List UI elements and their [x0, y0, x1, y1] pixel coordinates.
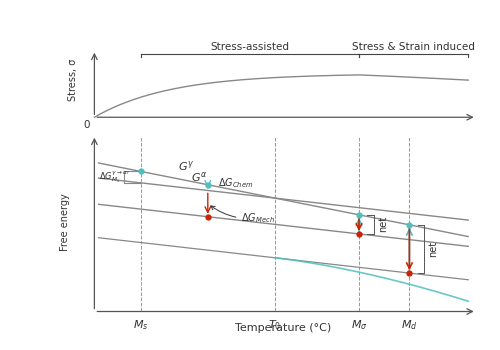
- Text: $T_0$: $T_0$: [268, 318, 281, 332]
- Text: Stress-assisted: Stress-assisted: [210, 42, 290, 52]
- Text: net: net: [428, 241, 438, 257]
- Text: $\Delta G_{Mech}$: $\Delta G_{Mech}$: [211, 206, 276, 225]
- Text: Temperature (°C): Temperature (°C): [236, 323, 332, 334]
- Text: $\Delta G_{Chem}$: $\Delta G_{Chem}$: [218, 176, 254, 190]
- Text: Stress & Strain induced: Stress & Strain induced: [352, 42, 475, 52]
- Text: $\Delta G^{\gamma \rightarrow \alpha\prime}_{M_s}$: $\Delta G^{\gamma \rightarrow \alpha\pri…: [98, 169, 130, 185]
- Text: $G^{\gamma}$: $G^{\gamma}$: [178, 159, 194, 173]
- Text: $M_s$: $M_s$: [133, 318, 148, 332]
- Text: $M_{\sigma}$: $M_{\sigma}$: [350, 318, 368, 332]
- Text: $M_d$: $M_d$: [401, 318, 417, 332]
- Text: Stress, σ: Stress, σ: [68, 58, 78, 101]
- Text: Free energy: Free energy: [60, 193, 70, 251]
- Text: 0: 0: [84, 120, 90, 130]
- Text: net: net: [378, 216, 388, 232]
- Text: $G^{\alpha}$: $G^{\alpha}$: [191, 170, 208, 184]
